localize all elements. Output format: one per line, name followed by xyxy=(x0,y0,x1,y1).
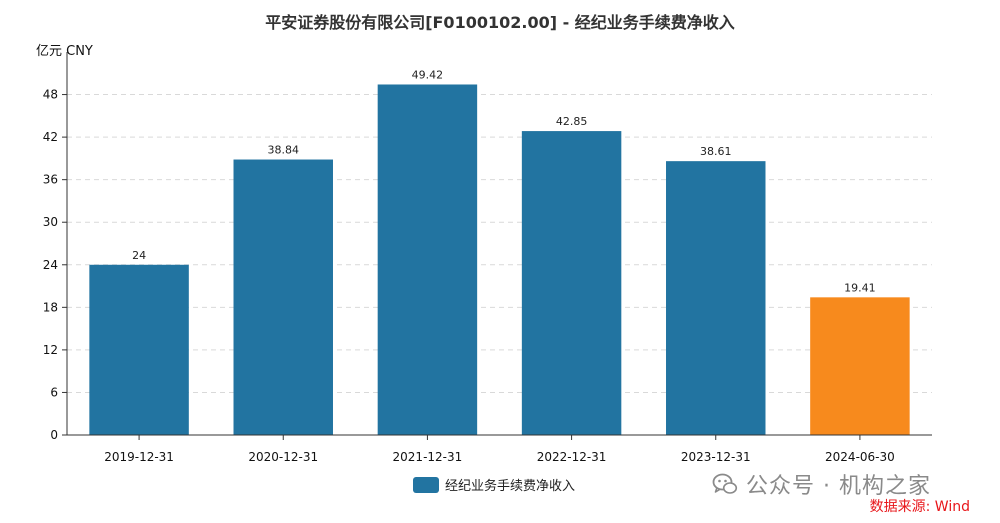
x-tick-label: 2022-12-31 xyxy=(537,450,607,464)
x-tick-label: 2020-12-31 xyxy=(248,450,318,464)
bar xyxy=(377,84,478,436)
y-tick-label: 6 xyxy=(50,385,58,399)
y-tick-label: 42 xyxy=(43,130,58,144)
watermark-text: 公众号 · 机构之家 xyxy=(746,474,931,499)
legend: 经纪业务手续费净收入 xyxy=(413,477,575,494)
y-tick-label: 36 xyxy=(43,173,58,187)
bars xyxy=(89,84,910,436)
y-tick-labels: 0 6 12 18 24 30 36 42 48 xyxy=(43,88,67,442)
watermark: 公众号 · 机构之家 xyxy=(712,468,931,500)
legend-label: 经纪业务手续费净收入 xyxy=(445,478,575,494)
data-label: 38.84 xyxy=(268,144,300,157)
data-label: 38.61 xyxy=(700,145,732,158)
y-tick-label: 12 xyxy=(43,343,58,357)
y-tick-label: 18 xyxy=(43,300,58,314)
chart-title: 平安证券股份有限公司[F0100102.00] - 经纪业务手续费净收入 xyxy=(265,13,735,32)
bar xyxy=(666,161,766,435)
x-tick-label: 2023-12-31 xyxy=(681,450,751,464)
bar xyxy=(810,297,910,435)
x-tick-label: 2021-12-31 xyxy=(393,450,463,464)
gridlines xyxy=(67,94,932,393)
y-tick-label: 30 xyxy=(43,215,58,229)
bar xyxy=(233,159,333,436)
legend-swatch xyxy=(413,477,439,493)
data-label: 42.85 xyxy=(556,115,588,128)
y-tick-label: 24 xyxy=(43,258,58,272)
wechat-icon xyxy=(712,473,738,494)
source-note: 数据来源: Wind xyxy=(869,499,970,515)
x-tick-label: 2019-12-31 xyxy=(104,450,174,464)
axes xyxy=(66,52,932,436)
y-tick-label: 0 xyxy=(50,428,58,442)
data-label: 19.41 xyxy=(844,281,876,294)
bar xyxy=(521,131,622,436)
x-tick-labels: 2019-12-31 2020-12-31 2021-12-31 2022-12-31… xyxy=(104,435,895,464)
x-tick-label: 2024-06-30 xyxy=(825,450,895,464)
data-label: 49.42 xyxy=(412,68,444,81)
unit-label: 亿元 CNY xyxy=(36,44,93,59)
y-tick-label: 48 xyxy=(43,88,58,102)
data-label: 24 xyxy=(132,249,146,262)
bar xyxy=(89,264,189,435)
data-labels: 24 38.84 49.42 42.85 38.61 19.41 xyxy=(132,68,876,294)
